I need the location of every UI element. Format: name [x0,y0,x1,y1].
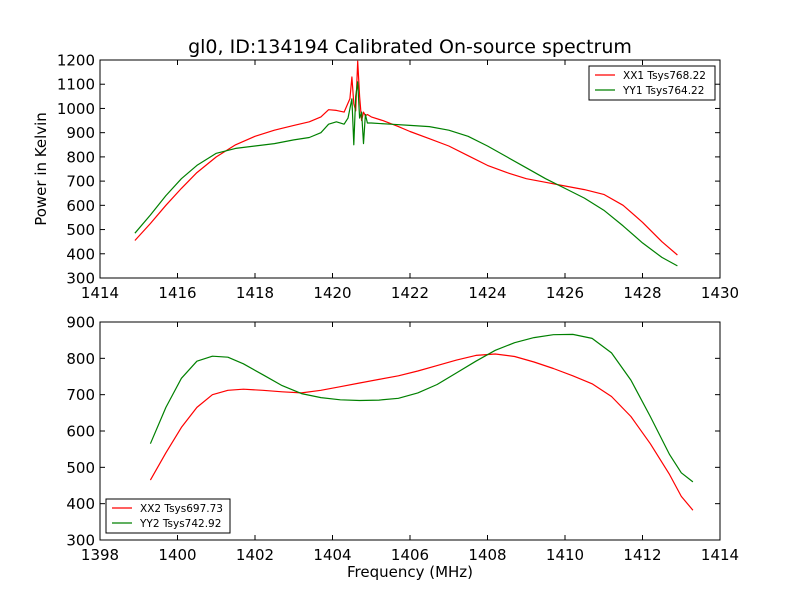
chart-title: gl0, ID:134194 Calibrated On-source spec… [188,36,632,58]
top-x-tick-label: 1420 [313,284,351,302]
top-y-tick-label: 500 [66,221,95,239]
top-x-tick-label: 1428 [623,284,661,302]
bottom-x-tick-label: 1404 [313,546,351,564]
bottom-legend-box [105,498,231,534]
top-y-tick-label: 1000 [57,100,95,118]
bottom-y-tick-label: 600 [66,423,95,441]
top-y-tick-label: 400 [66,245,95,263]
top-y-tick-label: 900 [66,124,95,142]
top-x-tick-label: 1422 [391,284,429,302]
top-legend-box [588,65,716,101]
bottom-series-line-2 [149,333,694,483]
top-spectrum-plot: 1414 1416 1418 1420 1422 1424 1426 1428 1430 300 4… [32,52,739,303]
top-x-tick-label: 1430 [701,284,739,302]
bottom-spectrum-plot: 1398 1400 1402 1404 1406 1408 1410 1412 1414 300 4… [66,314,739,565]
x-axis-label: Frequency (MHz) [347,563,473,581]
top-y-tick-label: 700 [66,173,95,191]
bottom-x-tick-label: 1398 [81,546,119,564]
top-series-line-2 [134,81,678,267]
top-x-tick-label: 1414 [81,284,119,302]
bottom-y-tick-label: 300 [66,532,95,550]
bottom-legend-label-1: XX2 Tsys697.73 [140,503,223,515]
bottom-y-tick-label: 500 [66,459,95,477]
top-y-tick-label: 600 [66,197,95,215]
bottom-x-tick-label: 1408 [468,546,506,564]
top-y-tick-label: 1100 [57,76,95,94]
bottom-x-tick-label: 1410 [546,546,584,564]
top-x-tick-label: 1424 [468,284,506,302]
top-legend-label-1: XX1 Tsys768.22 [623,70,706,82]
bottom-y-tick-label: 900 [66,314,95,332]
bottom-x-tick-label: 1402 [236,546,274,564]
bottom-y-tick-label: 400 [66,495,95,513]
bottom-x-tick-label: 1414 [701,546,739,564]
bottom-series-line-1 [149,353,694,511]
top-x-tick-label: 1416 [158,284,196,302]
top-y-tick-label: 800 [66,148,95,166]
top-x-tick-label: 1418 [236,284,274,302]
top-y-axis-label: Power in Kelvin [32,112,50,226]
top-x-tick-label: 1426 [546,284,584,302]
top-y-tick-label: 1200 [57,52,95,70]
bottom-legend-label-2: YY2 Tsys742.92 [139,518,221,530]
bottom-y-tick-label: 800 [66,350,95,368]
bottom-y-tick-label: 700 [66,386,95,404]
bottom-x-tick-label: 1406 [391,546,429,564]
bottom-x-tick-label: 1400 [158,546,196,564]
top-legend-label-2: YY1 Tsys764.22 [622,85,704,97]
top-y-tick-label: 300 [66,270,95,288]
bottom-x-tick-label: 1412 [623,546,661,564]
